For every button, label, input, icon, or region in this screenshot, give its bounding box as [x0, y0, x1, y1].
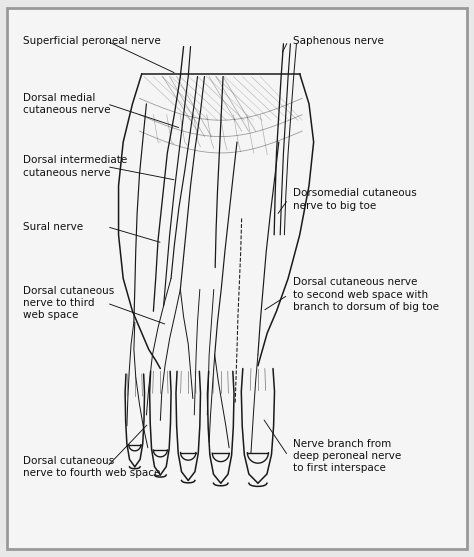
Text: Nerve branch from
deep peroneal nerve
to first interspace: Nerve branch from deep peroneal nerve to…	[293, 438, 401, 473]
Text: Dorsal intermediate
cutaneous nerve: Dorsal intermediate cutaneous nerve	[23, 155, 128, 178]
Text: Sural nerve: Sural nerve	[23, 222, 83, 232]
Text: Superficial peroneal nerve: Superficial peroneal nerve	[23, 36, 161, 46]
Text: Saphenous nerve: Saphenous nerve	[293, 36, 383, 46]
Text: Dorsal cutaneous
nerve to fourth web space: Dorsal cutaneous nerve to fourth web spa…	[23, 456, 161, 478]
Text: Dorsal medial
cutaneous nerve: Dorsal medial cutaneous nerve	[23, 92, 111, 115]
Text: Dorsomedial cutaneous
nerve to big toe: Dorsomedial cutaneous nerve to big toe	[293, 188, 417, 211]
Text: Dorsal cutaneous nerve
to second web space with
branch to dorsum of big toe: Dorsal cutaneous nerve to second web spa…	[293, 277, 439, 312]
FancyBboxPatch shape	[7, 8, 467, 549]
Text: Dorsal cutaneous
nerve to third
web space: Dorsal cutaneous nerve to third web spac…	[23, 286, 115, 320]
